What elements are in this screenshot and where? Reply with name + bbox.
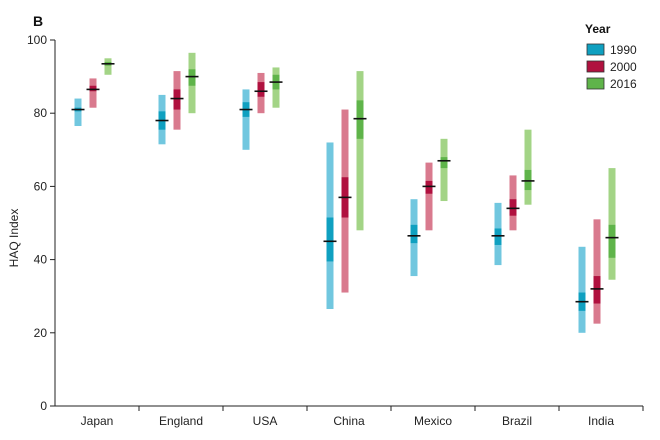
range-bar — [356, 71, 364, 231]
interquartile-bar — [257, 82, 265, 97]
x-tick-label: Japan — [81, 414, 114, 428]
interquartile-bar — [509, 199, 517, 216]
legend-title: Year — [585, 22, 611, 36]
interquartile-bar — [494, 228, 502, 245]
legend: Year 1990 2000 2016 — [585, 22, 637, 91]
x-tick-label: Mexico — [414, 414, 452, 428]
data-bars — [71, 52, 619, 333]
range-bar — [89, 78, 97, 108]
x-tick-label: Brazil — [502, 414, 532, 428]
range-bar — [593, 219, 601, 324]
range-bar — [578, 246, 586, 333]
interquartile-bar — [593, 276, 601, 304]
y-tick-label: 0 — [40, 399, 47, 413]
interquartile-bar — [326, 217, 334, 262]
range-bar — [242, 89, 250, 150]
range-bar — [608, 168, 616, 280]
interquartile-bar — [524, 169, 532, 191]
range-bar — [104, 58, 112, 75]
interquartile-bar — [608, 224, 616, 258]
x-tick-label: England — [159, 414, 203, 428]
legend-swatch — [586, 77, 605, 90]
legend-swatch — [586, 43, 605, 56]
y-tick-label: 40 — [34, 253, 48, 267]
axes: 0 20 40 60 80 100 Japan England USA China Mexico Br… — [27, 33, 644, 428]
x-tick-label: USA — [253, 414, 278, 428]
interquartile-bar — [188, 69, 196, 86]
interquartile-bar — [425, 180, 433, 194]
legend-entry: 2016 — [610, 77, 637, 91]
y-tick-label: 80 — [34, 106, 48, 120]
x-tick-label: China — [333, 414, 365, 428]
y-tick-label: 100 — [27, 33, 47, 47]
y-tick-label: 20 — [34, 326, 48, 340]
range-bar — [524, 129, 532, 205]
interquartile-bar — [440, 157, 448, 169]
y-axis-label: HAQ Index — [7, 209, 21, 268]
panel-label: B — [33, 13, 43, 29]
legend-entry: 2000 — [610, 60, 637, 74]
x-tick-label: India — [588, 414, 614, 428]
interquartile-bar — [89, 85, 97, 92]
range-bar — [74, 98, 82, 127]
range-bar — [425, 162, 433, 231]
legend-swatch — [586, 60, 605, 73]
interquartile-bar — [173, 89, 181, 110]
interquartile-bar — [410, 224, 418, 244]
y-tick-label: 60 — [34, 179, 48, 193]
range-bar — [440, 138, 448, 202]
interquartile-bar — [356, 100, 364, 139]
legend-entry: 1990 — [610, 43, 637, 57]
